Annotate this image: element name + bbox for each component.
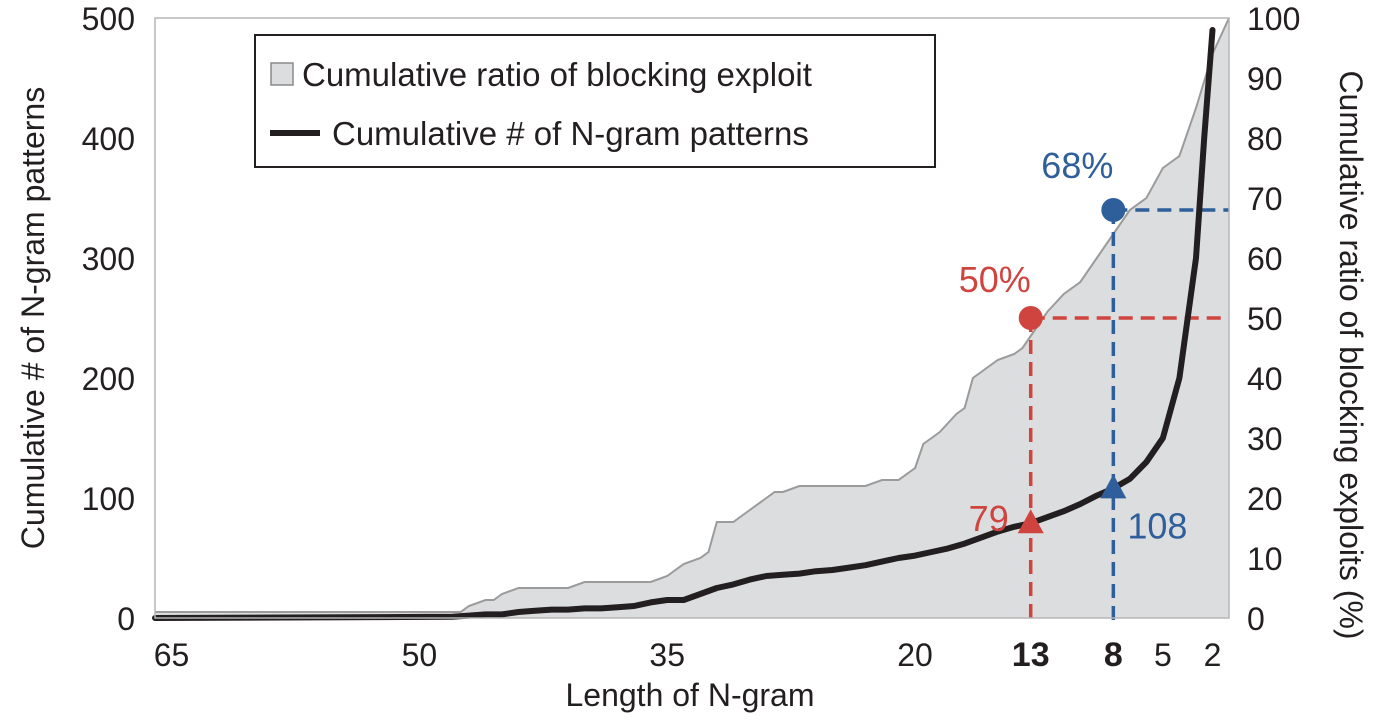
patterns-line-layer (152, 27, 1216, 621)
legend-box (254, 34, 936, 168)
right-tick-label: 50 (1247, 301, 1283, 337)
left-tick-label: 300 (82, 241, 135, 277)
legend: Cumulative ratio of blocking exploit Cum… (254, 34, 936, 168)
x-axis-title: Length of N-gram (565, 677, 814, 713)
ratio-area-edge (155, 18, 1229, 613)
ratio-area-layer (155, 18, 1229, 618)
right-tick-label: 0 (1247, 601, 1265, 637)
left-tick-label: 500 (82, 1, 135, 37)
x-axis-ticks: 65 50 35 20 5 2 (154, 637, 1222, 673)
ratio-area (155, 18, 1229, 618)
right-tick-label: 30 (1247, 421, 1283, 457)
x-tick-label: 35 (649, 637, 685, 673)
right-tick-label: 10 (1247, 541, 1283, 577)
right-axis-ticks: 0 10 20 30 40 50 60 70 80 90 100 (1247, 1, 1300, 637)
left-tick-label: 100 (82, 481, 135, 517)
x-tick-label: 2 (1204, 637, 1222, 673)
patterns-label-0: 79 (969, 498, 1009, 539)
ratio-label-1: 68% (1041, 145, 1113, 186)
annotation-markers: 50% 79 13 68% 108 8 (959, 145, 1188, 674)
right-tick-label: 20 (1247, 481, 1283, 517)
right-tick-label: 90 (1247, 61, 1283, 97)
left-tick-label: 200 (82, 361, 135, 397)
x-tick-label: 50 (402, 637, 438, 673)
left-axis-title: Cumulative # of N-gram patterns (15, 87, 51, 549)
legend-label-ratio: Cumulative ratio of blocking exploit (302, 56, 812, 93)
ratio-marker-0 (1018, 306, 1043, 330)
left-axis-ticks: 0 100 200 300 400 500 (82, 1, 135, 637)
x-tick-label: 65 (154, 637, 190, 673)
x-tick-label: 20 (897, 637, 933, 673)
patterns-marker-1 (1100, 474, 1127, 499)
patterns-line (152, 27, 1216, 621)
ratio-label-0: 50% (959, 259, 1031, 300)
legend-label-patterns: Cumulative # of N-gram patterns (332, 115, 809, 152)
right-tick-label: 100 (1247, 1, 1300, 37)
ratio-marker-1 (1101, 198, 1126, 222)
right-tick-label: 60 (1247, 241, 1283, 277)
x-highlight-label-1: 8 (1104, 636, 1123, 674)
right-tick-label: 80 (1247, 121, 1283, 157)
right-tick-label: 40 (1247, 361, 1283, 397)
legend-swatch-ratio (270, 62, 294, 86)
patterns-label-1: 108 (1127, 505, 1187, 546)
left-tick-label: 0 (117, 601, 135, 637)
right-axis-title: Cumulative ratio of blocking exploits (%… (1333, 70, 1369, 639)
right-tick-label: 70 (1247, 181, 1283, 217)
guide-lines (1028, 208, 1229, 620)
plot-frame (154, 17, 1230, 619)
left-tick-label: 400 (82, 121, 135, 157)
x-highlight-label-0: 13 (1012, 636, 1050, 674)
x-tick-label: 5 (1154, 637, 1172, 673)
patterns-marker-0 (1017, 509, 1044, 534)
